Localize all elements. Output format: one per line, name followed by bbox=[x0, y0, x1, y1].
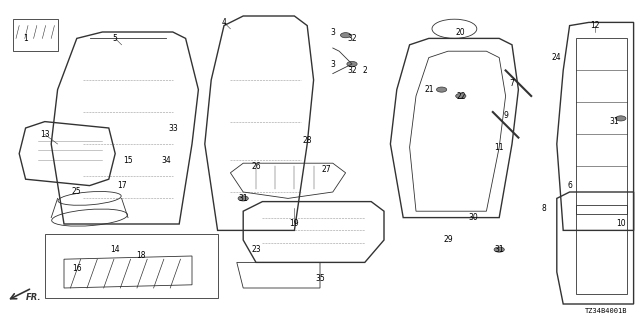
Text: 19: 19 bbox=[289, 220, 300, 228]
Text: 15: 15 bbox=[123, 156, 133, 164]
Text: 35: 35 bbox=[315, 274, 325, 283]
Text: 16: 16 bbox=[72, 264, 82, 273]
Bar bbox=[576, 205, 627, 294]
Text: 2: 2 bbox=[362, 66, 367, 75]
Text: 18: 18 bbox=[136, 252, 145, 260]
Text: 28: 28 bbox=[303, 136, 312, 145]
Text: 3: 3 bbox=[330, 60, 335, 68]
Text: 25: 25 bbox=[72, 188, 82, 196]
Circle shape bbox=[456, 93, 466, 99]
Text: 30: 30 bbox=[468, 213, 479, 222]
Text: 34: 34 bbox=[161, 156, 172, 164]
Text: 22: 22 bbox=[456, 92, 465, 100]
Circle shape bbox=[347, 61, 357, 67]
Text: 24: 24 bbox=[552, 53, 562, 62]
Circle shape bbox=[340, 33, 351, 38]
Bar bbox=[576, 38, 627, 214]
Text: 10: 10 bbox=[616, 220, 626, 228]
Text: 33: 33 bbox=[168, 124, 178, 132]
Bar bbox=[13, 19, 58, 51]
Text: 14: 14 bbox=[110, 245, 120, 254]
Text: 1: 1 bbox=[23, 34, 28, 43]
Circle shape bbox=[616, 116, 626, 121]
Text: 31: 31 bbox=[238, 194, 248, 203]
Text: TZ34B4001B: TZ34B4001B bbox=[585, 308, 627, 314]
Text: 11: 11 bbox=[495, 143, 504, 152]
Text: 5: 5 bbox=[113, 34, 118, 43]
Text: 26: 26 bbox=[251, 162, 261, 171]
Circle shape bbox=[494, 247, 504, 252]
Text: 21: 21 bbox=[424, 85, 433, 94]
Text: 23: 23 bbox=[251, 245, 261, 254]
Text: 9: 9 bbox=[503, 111, 508, 120]
Text: 6: 6 bbox=[567, 181, 572, 190]
Text: FR.: FR. bbox=[26, 293, 41, 302]
Text: 20: 20 bbox=[456, 28, 466, 36]
Text: 29: 29 bbox=[443, 236, 453, 244]
Circle shape bbox=[238, 196, 248, 201]
Text: 17: 17 bbox=[116, 181, 127, 190]
Text: 3: 3 bbox=[330, 28, 335, 36]
Text: 4: 4 bbox=[221, 18, 227, 27]
Text: 27: 27 bbox=[321, 165, 332, 174]
Text: 32: 32 bbox=[347, 34, 357, 43]
Bar bbox=[45, 234, 218, 298]
Text: 31: 31 bbox=[609, 117, 620, 126]
Text: 7: 7 bbox=[509, 79, 515, 88]
Text: 8: 8 bbox=[541, 204, 547, 212]
Text: 31: 31 bbox=[494, 245, 504, 254]
Circle shape bbox=[436, 87, 447, 92]
Text: 12: 12 bbox=[591, 21, 600, 30]
Text: 32: 32 bbox=[347, 66, 357, 75]
Text: 13: 13 bbox=[40, 130, 50, 139]
